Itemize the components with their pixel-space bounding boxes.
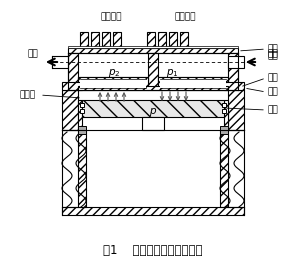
Text: 排气阀腔: 排气阀腔 — [100, 12, 122, 21]
Polygon shape — [180, 32, 188, 48]
Polygon shape — [160, 79, 226, 88]
Polygon shape — [158, 32, 166, 48]
Polygon shape — [228, 53, 238, 90]
Text: 吸气: 吸气 — [268, 50, 278, 59]
Text: 吸气: 吸气 — [268, 51, 279, 60]
Text: 气阀: 气阀 — [268, 73, 279, 82]
Text: 缸盖: 缸盖 — [268, 45, 279, 54]
Polygon shape — [148, 53, 158, 90]
Text: $p$: $p$ — [149, 106, 157, 118]
Polygon shape — [147, 32, 155, 48]
Text: 气缸: 气缸 — [268, 87, 279, 96]
Polygon shape — [102, 32, 110, 48]
Polygon shape — [222, 109, 226, 113]
Polygon shape — [78, 86, 228, 90]
Polygon shape — [158, 77, 228, 90]
Polygon shape — [78, 77, 148, 85]
Text: 图1    簧片阀工作过程示意图: 图1 簧片阀工作过程示意图 — [103, 245, 203, 258]
Text: 进气阀腔: 进气阀腔 — [174, 12, 196, 21]
Polygon shape — [91, 32, 99, 48]
Text: $p_1$: $p_1$ — [166, 67, 178, 79]
Polygon shape — [224, 82, 244, 90]
Text: 活塞: 活塞 — [268, 105, 279, 114]
Polygon shape — [78, 130, 86, 210]
Polygon shape — [224, 100, 228, 130]
Polygon shape — [80, 32, 88, 48]
Polygon shape — [68, 46, 238, 48]
Polygon shape — [68, 53, 78, 90]
Polygon shape — [68, 48, 238, 53]
Polygon shape — [158, 77, 228, 85]
Polygon shape — [78, 77, 148, 90]
Polygon shape — [82, 100, 224, 117]
Polygon shape — [220, 130, 228, 210]
Text: 排气: 排气 — [28, 50, 38, 59]
Polygon shape — [62, 90, 78, 130]
Polygon shape — [52, 56, 68, 68]
Polygon shape — [62, 207, 244, 215]
Text: 压缩腔: 压缩腔 — [20, 91, 36, 99]
Polygon shape — [220, 126, 228, 134]
Polygon shape — [80, 109, 84, 113]
Polygon shape — [142, 117, 164, 130]
Polygon shape — [228, 56, 244, 68]
Polygon shape — [222, 103, 226, 107]
Text: $p_2$: $p_2$ — [108, 67, 120, 79]
Polygon shape — [78, 100, 82, 130]
Polygon shape — [80, 79, 146, 88]
Polygon shape — [228, 90, 244, 130]
Polygon shape — [62, 82, 82, 90]
Polygon shape — [80, 103, 84, 107]
Polygon shape — [113, 32, 121, 48]
Polygon shape — [78, 126, 86, 134]
Polygon shape — [169, 32, 177, 48]
